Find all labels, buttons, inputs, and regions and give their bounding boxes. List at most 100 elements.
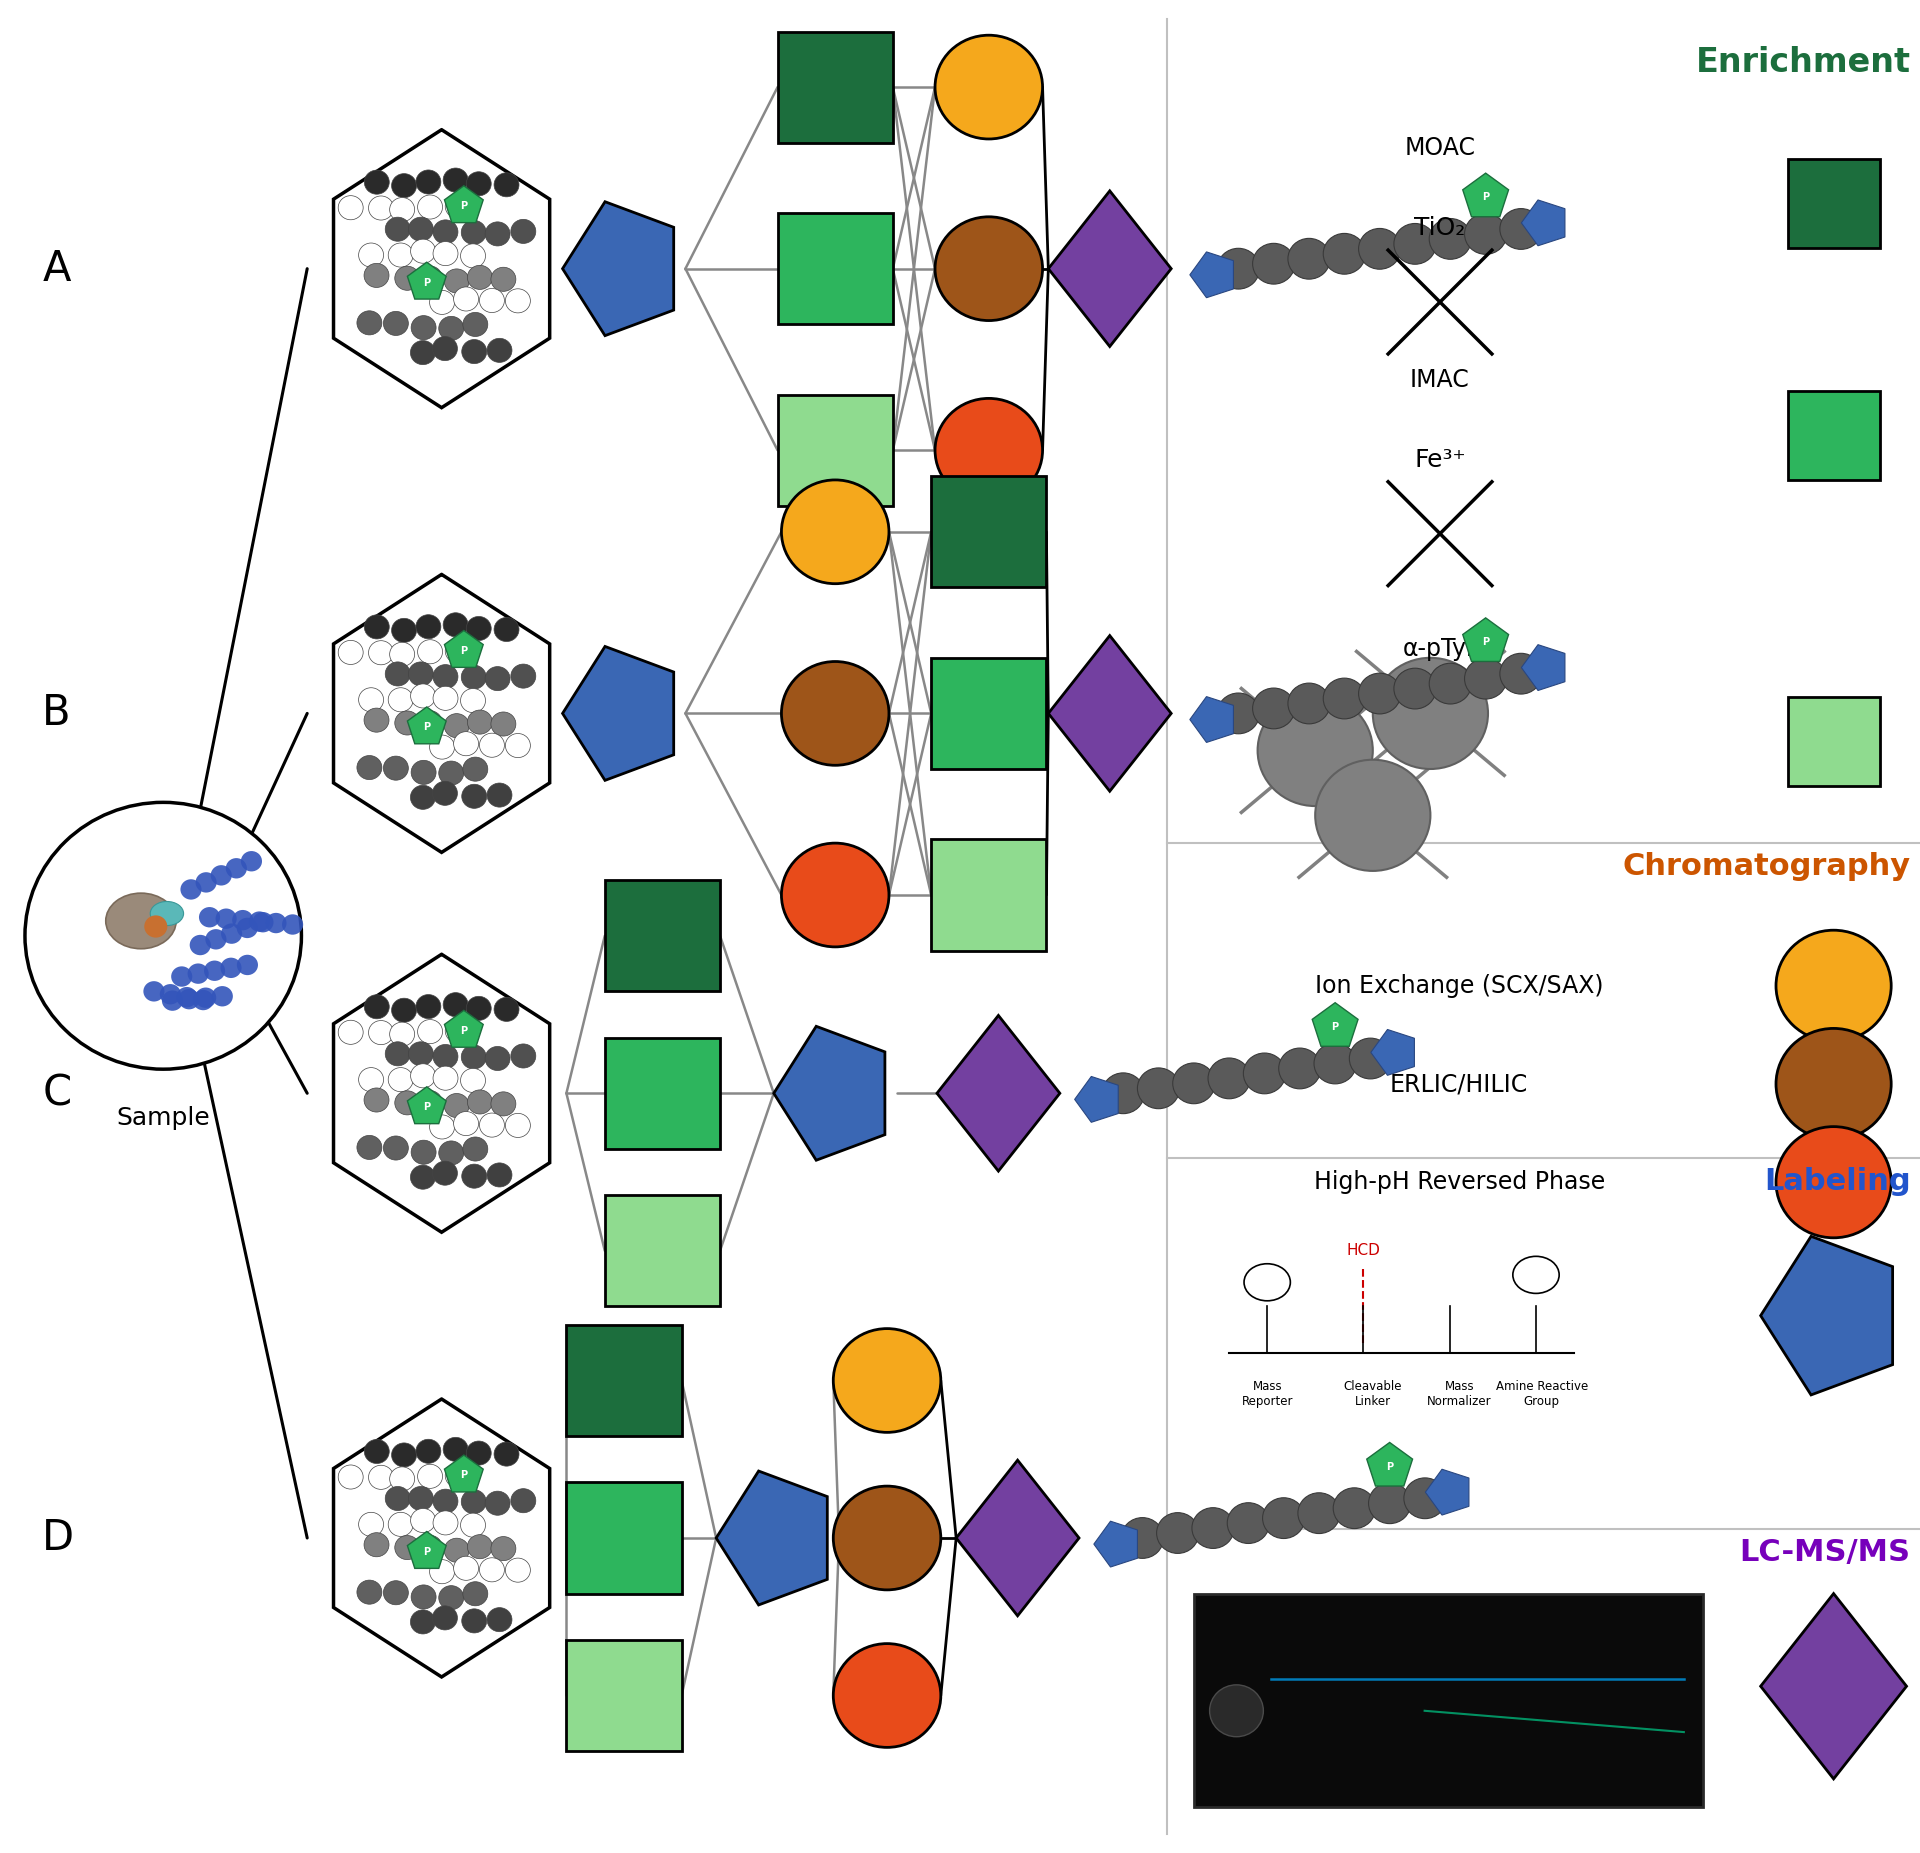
Circle shape xyxy=(357,1136,382,1160)
Circle shape xyxy=(432,782,457,806)
Circle shape xyxy=(417,1019,442,1043)
Circle shape xyxy=(440,762,465,786)
Circle shape xyxy=(144,982,165,1002)
Circle shape xyxy=(453,732,478,756)
Circle shape xyxy=(444,1093,468,1117)
Circle shape xyxy=(1500,654,1542,695)
Circle shape xyxy=(432,1162,457,1186)
Circle shape xyxy=(833,1486,941,1590)
Circle shape xyxy=(444,1438,468,1462)
Polygon shape xyxy=(1371,1030,1415,1075)
Circle shape xyxy=(365,1532,390,1557)
FancyBboxPatch shape xyxy=(1788,159,1880,248)
Polygon shape xyxy=(444,185,484,222)
Circle shape xyxy=(338,1466,363,1490)
Circle shape xyxy=(411,1140,436,1164)
Polygon shape xyxy=(1425,1469,1469,1516)
Circle shape xyxy=(1217,693,1260,734)
Circle shape xyxy=(444,613,468,637)
Circle shape xyxy=(1359,673,1402,713)
Polygon shape xyxy=(444,1455,484,1492)
Circle shape xyxy=(488,1608,513,1632)
Circle shape xyxy=(384,756,409,780)
Circle shape xyxy=(390,643,415,667)
Circle shape xyxy=(384,1136,409,1160)
Circle shape xyxy=(180,880,202,901)
Circle shape xyxy=(1208,1058,1250,1099)
Circle shape xyxy=(1500,209,1542,250)
Circle shape xyxy=(1394,669,1436,710)
Circle shape xyxy=(411,341,436,365)
Ellipse shape xyxy=(150,902,184,926)
Polygon shape xyxy=(1048,191,1171,347)
FancyBboxPatch shape xyxy=(931,839,1046,951)
Circle shape xyxy=(434,1065,459,1090)
Circle shape xyxy=(390,1023,415,1047)
FancyBboxPatch shape xyxy=(605,1038,720,1149)
Circle shape xyxy=(1332,1488,1375,1529)
Polygon shape xyxy=(1048,636,1171,791)
Circle shape xyxy=(417,267,442,291)
Polygon shape xyxy=(937,1015,1060,1171)
Text: P: P xyxy=(422,1547,430,1557)
Text: A: A xyxy=(42,248,71,289)
Circle shape xyxy=(388,687,413,712)
Circle shape xyxy=(505,1558,530,1582)
Text: Labeling: Labeling xyxy=(1764,1167,1910,1197)
Circle shape xyxy=(434,221,459,245)
Polygon shape xyxy=(1521,645,1565,691)
Circle shape xyxy=(444,1538,468,1562)
Circle shape xyxy=(411,1064,436,1088)
Circle shape xyxy=(369,196,394,221)
Circle shape xyxy=(1217,248,1260,289)
Circle shape xyxy=(1323,233,1365,274)
Circle shape xyxy=(1192,1508,1235,1549)
Circle shape xyxy=(1373,658,1488,769)
Circle shape xyxy=(432,337,457,361)
Text: HCD: HCD xyxy=(1346,1243,1380,1258)
Circle shape xyxy=(445,639,470,663)
Circle shape xyxy=(409,217,434,241)
Circle shape xyxy=(461,245,486,269)
Circle shape xyxy=(359,687,384,712)
FancyBboxPatch shape xyxy=(566,1640,682,1751)
Circle shape xyxy=(486,667,511,691)
Text: P: P xyxy=(461,647,467,656)
Polygon shape xyxy=(1190,252,1233,298)
Circle shape xyxy=(493,1442,518,1466)
Text: P: P xyxy=(422,278,430,287)
Circle shape xyxy=(1137,1067,1179,1108)
Circle shape xyxy=(365,263,390,287)
Polygon shape xyxy=(716,1471,828,1605)
Circle shape xyxy=(365,1440,390,1464)
Circle shape xyxy=(409,1486,434,1510)
Circle shape xyxy=(396,712,420,736)
Circle shape xyxy=(411,1584,436,1608)
Text: P: P xyxy=(1332,1021,1338,1032)
Circle shape xyxy=(417,1440,442,1464)
Text: C: C xyxy=(42,1073,71,1114)
Circle shape xyxy=(365,1088,390,1112)
Circle shape xyxy=(1776,930,1891,1041)
Circle shape xyxy=(1776,1127,1891,1238)
Circle shape xyxy=(467,997,492,1021)
Circle shape xyxy=(444,269,468,293)
Circle shape xyxy=(411,1610,436,1634)
Polygon shape xyxy=(334,1399,549,1677)
Circle shape xyxy=(781,843,889,947)
Circle shape xyxy=(463,1138,488,1162)
Circle shape xyxy=(1252,687,1294,728)
Circle shape xyxy=(417,1536,442,1560)
Circle shape xyxy=(215,908,236,928)
Circle shape xyxy=(1428,219,1471,259)
Circle shape xyxy=(486,1492,511,1516)
Circle shape xyxy=(232,910,253,930)
Circle shape xyxy=(417,195,442,219)
Circle shape xyxy=(205,928,227,949)
Circle shape xyxy=(461,339,486,363)
Circle shape xyxy=(25,802,301,1069)
Circle shape xyxy=(392,174,417,198)
Circle shape xyxy=(417,170,442,195)
Circle shape xyxy=(434,1045,459,1069)
Circle shape xyxy=(434,686,459,710)
